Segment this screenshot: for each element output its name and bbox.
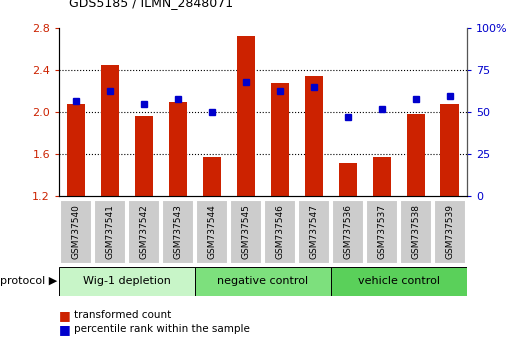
Bar (101, 65, 120, 196)
FancyBboxPatch shape (366, 200, 398, 264)
Text: GSM737541: GSM737541 (106, 204, 114, 259)
Text: GSM737539: GSM737539 (445, 204, 455, 259)
Bar (339, 163, 357, 196)
FancyBboxPatch shape (195, 267, 331, 296)
Bar (236, 36, 255, 196)
Text: GSM737546: GSM737546 (275, 204, 284, 259)
Text: GSM737538: GSM737538 (411, 204, 420, 259)
Text: transformed count: transformed count (74, 310, 172, 320)
Text: GDS5185 / ILMN_2848071: GDS5185 / ILMN_2848071 (69, 0, 233, 9)
Text: GSM737537: GSM737537 (378, 204, 386, 259)
FancyBboxPatch shape (59, 267, 195, 296)
Bar (372, 156, 391, 196)
FancyBboxPatch shape (331, 267, 467, 296)
Text: protocol ▶: protocol ▶ (0, 276, 57, 286)
Bar (67, 104, 85, 196)
Bar (169, 102, 187, 196)
FancyBboxPatch shape (230, 200, 262, 264)
Text: percentile rank within the sample: percentile rank within the sample (74, 324, 250, 334)
Bar (441, 104, 459, 196)
Bar (203, 156, 221, 196)
Bar (134, 115, 153, 196)
FancyBboxPatch shape (331, 200, 364, 264)
FancyBboxPatch shape (433, 200, 466, 264)
Text: GSM737542: GSM737542 (140, 205, 148, 259)
Text: ■: ■ (59, 323, 71, 336)
FancyBboxPatch shape (195, 200, 228, 264)
FancyBboxPatch shape (162, 200, 194, 264)
Text: vehicle control: vehicle control (358, 276, 440, 286)
Text: negative control: negative control (218, 276, 308, 286)
FancyBboxPatch shape (264, 200, 296, 264)
FancyBboxPatch shape (128, 200, 160, 264)
Text: GSM737543: GSM737543 (173, 204, 183, 259)
Bar (406, 114, 425, 196)
Text: GSM737536: GSM737536 (343, 204, 352, 259)
Text: GSM737547: GSM737547 (309, 204, 319, 259)
Text: GSM737540: GSM737540 (71, 204, 81, 259)
FancyBboxPatch shape (400, 200, 432, 264)
Text: Wig-1 depletion: Wig-1 depletion (83, 276, 171, 286)
FancyBboxPatch shape (60, 200, 92, 264)
FancyBboxPatch shape (298, 200, 330, 264)
Bar (305, 76, 323, 196)
Bar (270, 83, 289, 196)
FancyBboxPatch shape (94, 200, 126, 264)
Text: GSM737545: GSM737545 (242, 204, 250, 259)
Text: GSM737544: GSM737544 (207, 205, 216, 259)
Text: ■: ■ (59, 309, 71, 321)
